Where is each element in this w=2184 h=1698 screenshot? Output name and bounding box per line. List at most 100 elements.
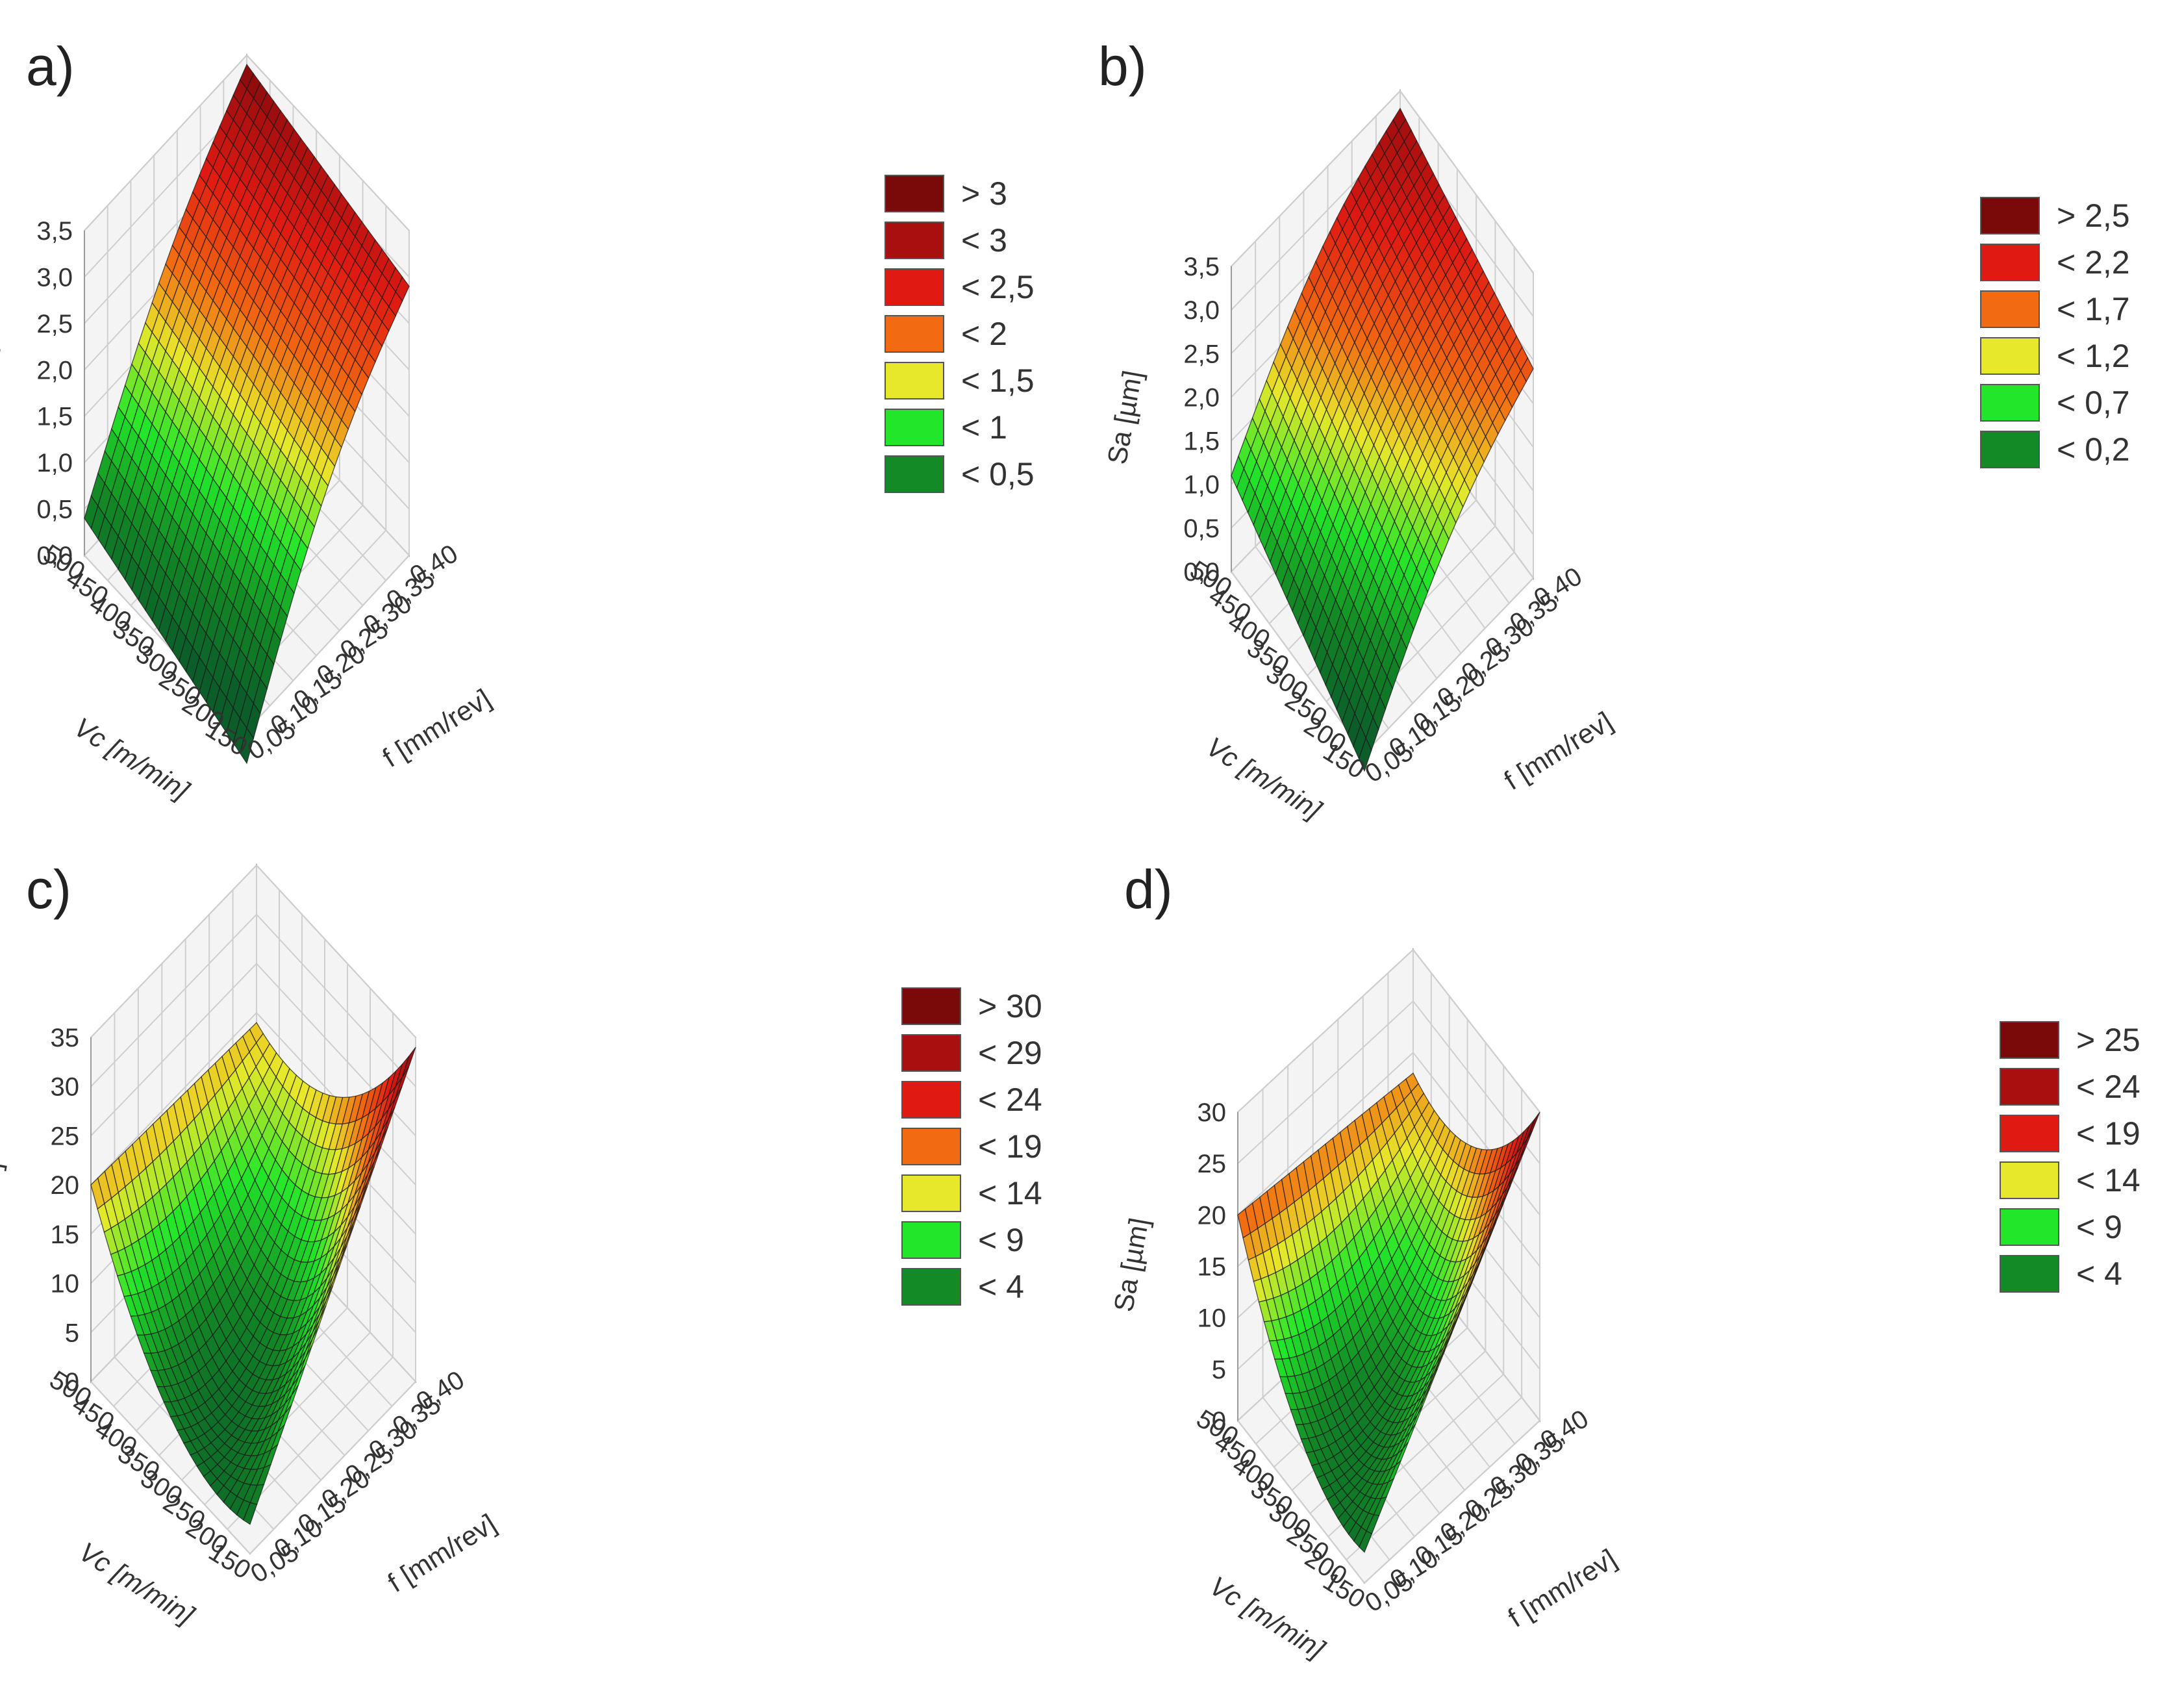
legend-swatch	[901, 1174, 961, 1212]
floor-gridline	[1364, 1420, 1540, 1584]
legend: > 2,5 < 2,2 < 1,7 < 1,2 < 0,7 < 0,2	[1980, 192, 2130, 473]
floor-gridline	[1346, 1397, 1522, 1561]
legend-label: > 25	[2076, 1022, 2140, 1058]
legend-label: < 14	[978, 1175, 1042, 1211]
legend-item: < 9	[901, 1217, 1042, 1263]
legend-label: < 4	[978, 1269, 1024, 1305]
legend-item: > 2,5	[1980, 192, 2130, 239]
legend-label: < 1	[961, 409, 1007, 446]
legend-item: < 24	[901, 1076, 1042, 1123]
legend-label: < 19	[2076, 1115, 2140, 1152]
legend-label: < 19	[978, 1128, 1042, 1165]
z-tick-label: 0,0	[36, 542, 73, 570]
legend-label: < 4	[2076, 1256, 2122, 1292]
legend-item: > 30	[901, 983, 1042, 1030]
legend-label: < 3	[961, 222, 1007, 259]
surface-cell	[239, 727, 255, 765]
z-tick-label: 0,0	[1183, 558, 1220, 587]
z-axis-label: Sa [µm]	[0, 1159, 8, 1258]
legend-label: < 9	[978, 1222, 1024, 1258]
legend-label: < 14	[2076, 1162, 2140, 1198]
panel-label: d)	[1124, 859, 1173, 920]
legend-label: < 1,5	[961, 362, 1035, 399]
z-tick-label: 3,0	[36, 263, 73, 292]
y-axis-label: f [mm/rev]	[377, 683, 496, 773]
z-tick-label: 0	[1212, 1407, 1226, 1436]
z-tick-label: 25	[51, 1122, 80, 1150]
z-tick-label: 1,0	[1183, 471, 1220, 500]
legend-item: < 24	[2000, 1063, 2140, 1110]
y-axis-label: f [mm/rev]	[1499, 705, 1618, 796]
legend-item: < 9	[2000, 1204, 2140, 1250]
legend-item: < 19	[2000, 1110, 2140, 1157]
legend-swatch	[2000, 1115, 2059, 1152]
legend-swatch	[885, 409, 944, 446]
panel-label: a)	[26, 36, 75, 97]
legend-item: < 4	[2000, 1250, 2140, 1297]
legend-label: < 2,5	[961, 269, 1035, 305]
legend-label: < 0,2	[2057, 431, 2130, 468]
legend-label: > 2,5	[2057, 197, 2130, 234]
surface-plot-a: 0,00,51,01,52,02,53,03,55004504003503002…	[0, 53, 496, 806]
legend-swatch	[1980, 244, 2040, 281]
z-tick-label: 20	[51, 1171, 80, 1200]
legend-item: < 4	[901, 1263, 1042, 1310]
legend-swatch	[2000, 1068, 2059, 1106]
legend-item: < 14	[2000, 1157, 2140, 1204]
legend-swatch	[2000, 1208, 2059, 1246]
legend-item: < 3	[885, 217, 1035, 264]
z-tick-label: 1,5	[36, 403, 73, 431]
surface-mesh	[90, 1022, 416, 1525]
floor-gridline	[1231, 571, 1365, 754]
surface-mesh	[84, 64, 410, 765]
legend: > 30 < 29 < 24 < 19 < 14 < 9 < 4	[901, 983, 1042, 1310]
z-tick-label: 2,5	[1183, 340, 1220, 368]
legend-label: < 0,5	[961, 456, 1035, 492]
legend-swatch	[1980, 431, 2040, 468]
legend-item: < 1,7	[1980, 286, 2130, 333]
legend-swatch	[1980, 337, 2040, 375]
legend-swatch	[901, 1268, 961, 1306]
legend-swatch	[885, 175, 944, 212]
surface-plot-d: 0510152025305004504003503002502001500,05…	[1108, 948, 1622, 1665]
z-tick-label: 15	[51, 1221, 80, 1249]
surface-mesh	[1237, 1072, 1540, 1553]
legend-item: < 2,5	[885, 264, 1035, 310]
legend-item: < 0,5	[885, 451, 1035, 498]
z-axis-label: Sa [µm]	[1101, 368, 1148, 467]
surface-plot-c: 051015202530355004504003503002502001500,…	[0, 863, 501, 1631]
z-tick-label: 30	[1198, 1098, 1227, 1127]
legend-swatch	[1980, 290, 2040, 328]
surface-cell	[1358, 737, 1372, 772]
legend-label: < 0,7	[2057, 385, 2130, 421]
x-axis-label: Vc [m/min]	[74, 1536, 200, 1631]
surface-plot-b: 0,00,51,01,52,02,53,03,55004504003503002…	[1101, 88, 1618, 826]
legend-item: < 2	[885, 310, 1035, 357]
legend-item: < 1,2	[1980, 333, 2130, 379]
floor-gridline	[1364, 577, 1534, 754]
surface-mesh	[1231, 107, 1534, 772]
legend-item: < 1,5	[885, 357, 1035, 404]
legend-label: > 30	[978, 988, 1042, 1024]
legend-item: < 29	[901, 1030, 1042, 1076]
legend-label: < 2	[961, 316, 1007, 352]
y-axis-label: f [mm/rev]	[383, 1508, 501, 1598]
legend-label: < 29	[978, 1035, 1042, 1071]
z-tick-label: 30	[51, 1073, 80, 1102]
y-axis-label: f [mm/rev]	[1503, 1543, 1622, 1633]
legend-swatch	[901, 1221, 961, 1259]
legend-label: > 3	[961, 175, 1007, 212]
legend-item: < 1	[885, 404, 1035, 451]
chart-panel-b: 0,0 0,5 1,0 1,5 2,0 2,5 3,0 3,5 500 450 400 350 300 2…	[1092, 0, 2183, 849]
x-axis-label: Vc [m/min]	[1201, 731, 1327, 826]
z-tick-label: 1,5	[1183, 427, 1220, 456]
z-tick-label: 0,5	[1183, 514, 1220, 543]
legend: > 25 < 24 < 19 < 14 < 9 < 4	[2000, 1017, 2140, 1297]
legend-swatch	[885, 315, 944, 353]
z-tick-label: 20	[1198, 1201, 1227, 1230]
legend-swatch	[885, 222, 944, 259]
z-tick-label: 5	[1212, 1356, 1226, 1384]
z-axis-label: Sa [µm]	[1108, 1215, 1155, 1314]
z-tick-label: 10	[1198, 1304, 1227, 1333]
legend-swatch	[2000, 1255, 2059, 1293]
